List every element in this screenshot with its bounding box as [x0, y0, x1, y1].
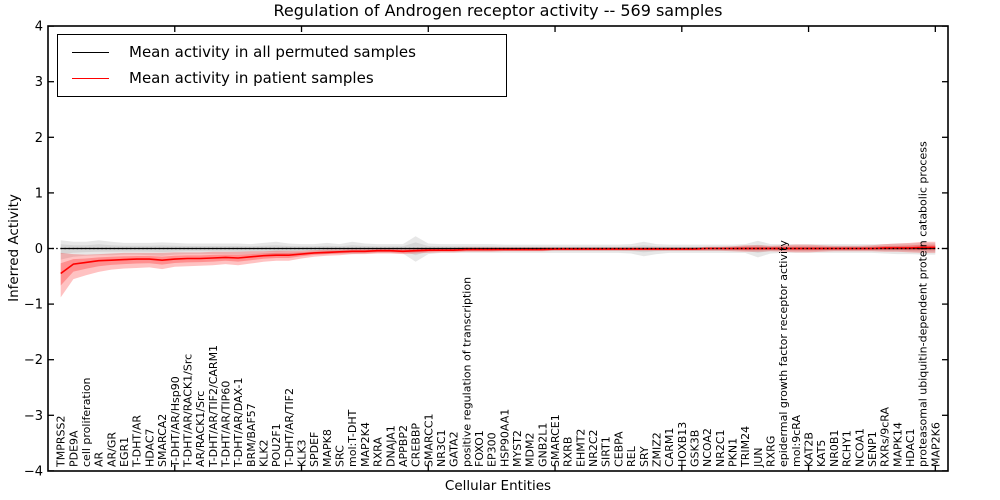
- y-tick-label: −3: [24, 409, 43, 424]
- y-tick-label: 0: [35, 242, 43, 257]
- x-category-label: KAT5: [815, 440, 828, 467]
- x-category-label: MAP2K6: [929, 422, 942, 467]
- x-category-label: GSK3B: [689, 430, 702, 467]
- x-category-label: POU2F1: [270, 423, 283, 467]
- x-category-label: AR/RACK1/Src: [194, 391, 207, 467]
- x-category-label: NR0B1: [828, 430, 841, 467]
- legend-label-patient: Mean activity in patient samples: [129, 68, 374, 87]
- legend-item-permuted: Mean activity in all permuted samples: [58, 45, 506, 60]
- x-category-label: NR2C1: [714, 429, 727, 467]
- x-category-label: cell proliferation: [80, 377, 93, 467]
- x-category-label: positive regulation of transcription: [460, 277, 473, 467]
- x-axis-label: Cellular Entities: [444, 478, 552, 494]
- x-category-label: T-DHT/AR/DAX-1: [232, 378, 245, 468]
- x-category-label: SIRT1: [600, 436, 613, 467]
- x-category-label: SPDEF: [308, 432, 321, 467]
- x-category-label: T-DHT/AR/TIP60: [220, 381, 233, 468]
- x-category-label: TMPRSS2: [55, 416, 68, 468]
- x-category-label: ZMIZ2: [651, 432, 664, 467]
- x-category-label: CREBBP: [410, 423, 423, 467]
- x-category-label: MYST2: [511, 430, 524, 467]
- x-category-label: HDAC7: [143, 428, 156, 467]
- x-category-label: SRC: [334, 445, 347, 467]
- x-category-labels: TMPRSS2 PDE9A cell proliferation AR AR/GR EGR…: [55, 141, 943, 468]
- y-tick-label: 4: [35, 20, 43, 35]
- legend-label-permuted: Mean activity in all permuted samples: [129, 43, 416, 62]
- x-category-label: SMARCE1: [549, 414, 562, 467]
- x-category-label: EGR1: [118, 437, 131, 467]
- x-category-label: KLK3: [296, 439, 309, 467]
- x-category-label: RXRB: [562, 437, 575, 467]
- x-category-label: RCHY1: [841, 430, 854, 467]
- legend: Mean activity in all permuted samples Me…: [57, 34, 507, 97]
- x-category-label: NR3C1: [435, 429, 448, 467]
- chart-title: Regulation of Androgen receptor activity…: [273, 1, 723, 20]
- y-tick-label: 2: [35, 131, 43, 146]
- x-category-label: TRIM24: [739, 426, 752, 468]
- x-category-label: RXRs/9cRA: [879, 406, 892, 467]
- axes-frame: [47, 25, 949, 472]
- x-category-label: NR2C2: [587, 429, 600, 467]
- x-category-label: SMARCA2: [156, 414, 169, 467]
- x-category-label: KLK2: [258, 439, 271, 467]
- x-category-label: SRY: [638, 446, 651, 467]
- y-axis-label: Inferred Activity: [6, 194, 22, 302]
- x-category-label: epidermal growth factor receptor activit…: [777, 240, 790, 467]
- x-category-label: MAP2K4: [359, 422, 372, 467]
- x-category-label: EHMT2: [574, 429, 587, 467]
- x-category-label: PDE9A: [67, 430, 80, 467]
- x-category-label: PKN1: [727, 438, 740, 467]
- x-category-label: T-DHT/AR/Hsp90: [169, 376, 182, 468]
- x-category-label: RXRG: [765, 436, 778, 467]
- x-category-label: HSP90AA1: [498, 409, 511, 467]
- x-category-label: HOXB13: [676, 422, 689, 467]
- y-tick-label: −1: [24, 298, 43, 313]
- x-category-label: JUN: [752, 447, 765, 468]
- legend-item-patient: Mean activity in patient samples: [58, 68, 506, 87]
- y-tick-label: 3: [35, 75, 43, 90]
- y-tick-label: −4: [24, 464, 43, 479]
- x-category-label: REL: [625, 445, 638, 467]
- x-category-label: mol:T-DHT: [346, 409, 359, 467]
- y-tick-label: 1: [35, 186, 43, 201]
- x-category-label: T-DHT/AR/TIF2: [283, 388, 296, 468]
- x-category-label: MAPK14: [891, 422, 904, 467]
- x-category-label: GNB2L1: [536, 423, 549, 467]
- x-category-label: CEBPA: [612, 431, 625, 467]
- x-category-label: KAT2B: [803, 432, 816, 467]
- x-category-label: mol:9cRA: [790, 415, 803, 467]
- x-category-label: CARM1: [663, 428, 676, 467]
- x-category-label: GATA2: [448, 431, 461, 467]
- x-category-label: BRM/BAF57: [245, 403, 258, 467]
- x-category-label: EP300: [486, 432, 499, 467]
- axes-box: [47, 25, 949, 472]
- x-category-label: T-DHT/AR/TIF2/CARM1: [207, 345, 220, 468]
- x-category-label: HDAC1: [904, 428, 917, 467]
- confidence-bands: [60, 236, 936, 298]
- x-category-label: MDM2: [524, 433, 537, 467]
- x-category-label: SMARCC1: [422, 414, 435, 467]
- mean-lines: [60, 246, 936, 275]
- x-category-label: T-DHT/AR: [131, 415, 144, 468]
- x-category-label: T-DHT/AR/RACK1/Src: [181, 354, 194, 468]
- x-category-label: AR/GR: [105, 432, 118, 467]
- permuted-line-sample: [72, 52, 109, 54]
- x-category-label: APPBP2: [397, 425, 410, 467]
- x-category-label: SENP1: [866, 431, 879, 467]
- x-category-label: RXRA: [372, 437, 385, 467]
- x-category-label: DNAJA1: [384, 425, 397, 467]
- x-category-label: AR: [93, 451, 106, 467]
- x-category-label: NCOA1: [853, 428, 866, 467]
- patient-mean-line: [60, 246, 936, 275]
- y-tick-labels: 4 3 2 1 0 −1 −2 −3 −4: [24, 20, 43, 480]
- patient-line-sample: [72, 77, 109, 79]
- x-category-label: MAPK8: [321, 429, 334, 467]
- y-tick-label: −2: [24, 353, 43, 368]
- x-category-label: FOXO1: [473, 430, 486, 467]
- x-category-label: NCOA2: [701, 428, 714, 467]
- x-category-label: proteasomal ubiquitin-dependent protein …: [917, 141, 930, 467]
